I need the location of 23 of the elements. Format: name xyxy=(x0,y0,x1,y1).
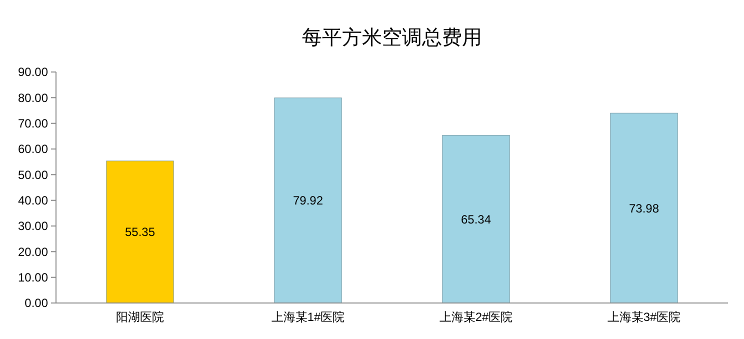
chart-title: 每平方米空调总费用 xyxy=(302,26,482,49)
x-tick-label: 上海某3#医院 xyxy=(607,310,681,324)
x-tick-label: 上海某1#医院 xyxy=(271,310,345,324)
x-tick-label: 阳湖医院 xyxy=(116,310,164,324)
y-tick-label: 40.00 xyxy=(18,194,48,208)
y-tick-label: 60.00 xyxy=(18,142,48,156)
bar xyxy=(610,112,678,304)
bar xyxy=(274,98,342,304)
y-tick-label: 70.00 xyxy=(18,116,48,131)
data-label: 55.35 xyxy=(124,225,156,240)
y-tick-label: 30.00 xyxy=(18,219,48,234)
y-tick-label: 80.00 xyxy=(18,90,48,105)
data-label: 79.92 xyxy=(292,194,324,208)
y-tick-label: 50.00 xyxy=(18,168,48,182)
data-label: 65.34 xyxy=(460,212,492,226)
y-tick-label: 20.00 xyxy=(18,244,48,259)
y-tick-label: 10.00 xyxy=(18,270,48,285)
bar xyxy=(442,135,510,304)
y-tick-label: 90.00 xyxy=(18,65,48,80)
y-tick-label: 0.00 xyxy=(24,296,48,310)
x-tick-label: 上海某2#医院 xyxy=(439,310,513,324)
bar xyxy=(106,160,174,304)
data-label: 73.98 xyxy=(628,201,660,216)
